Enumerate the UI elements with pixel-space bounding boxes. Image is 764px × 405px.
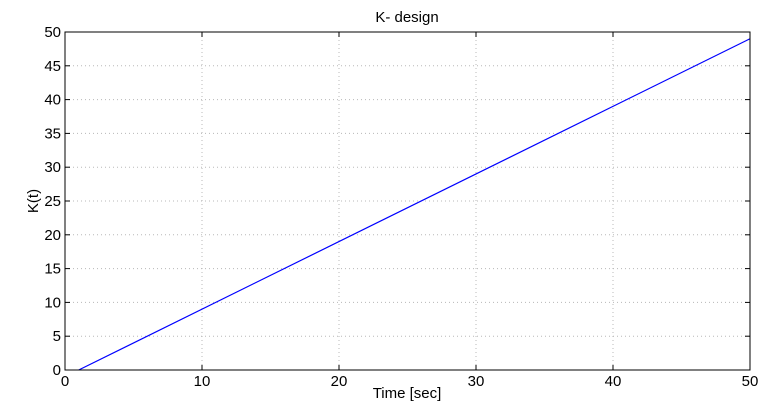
y-tick-label: 35 bbox=[44, 125, 61, 142]
y-tick-label: 50 bbox=[44, 24, 61, 41]
x-tick-label: 20 bbox=[331, 373, 348, 390]
ticks: 0 10 20 30 40 50 0 5 10 15 20 25 30 35 40 45 50 bbox=[44, 24, 758, 390]
y-axis-label: K(t) bbox=[25, 189, 42, 213]
y-tick-label: 40 bbox=[44, 92, 61, 109]
grid bbox=[65, 32, 750, 370]
x-tick-label: 10 bbox=[194, 373, 211, 390]
x-tick-label: 50 bbox=[742, 373, 759, 390]
plot-frame bbox=[64, 31, 751, 371]
y-tick-label: 45 bbox=[44, 58, 61, 75]
x-tick-label: 40 bbox=[605, 373, 622, 390]
y-tick-label: 30 bbox=[44, 159, 61, 176]
series-line bbox=[78, 38, 751, 371]
y-tick-label: 10 bbox=[44, 294, 61, 311]
x-tick-label: 30 bbox=[468, 373, 485, 390]
y-tick-label: 25 bbox=[44, 193, 61, 210]
chart-title: K- design bbox=[375, 9, 438, 26]
y-tick-label: 0 bbox=[53, 362, 61, 379]
series-layer bbox=[78, 38, 751, 371]
x-axis-label: Time [sec] bbox=[373, 385, 442, 402]
x-tick-label: 0 bbox=[61, 373, 69, 390]
y-tick-label: 15 bbox=[44, 261, 61, 278]
y-tick-label: 5 bbox=[53, 328, 61, 345]
y-tick-label: 20 bbox=[44, 227, 61, 244]
